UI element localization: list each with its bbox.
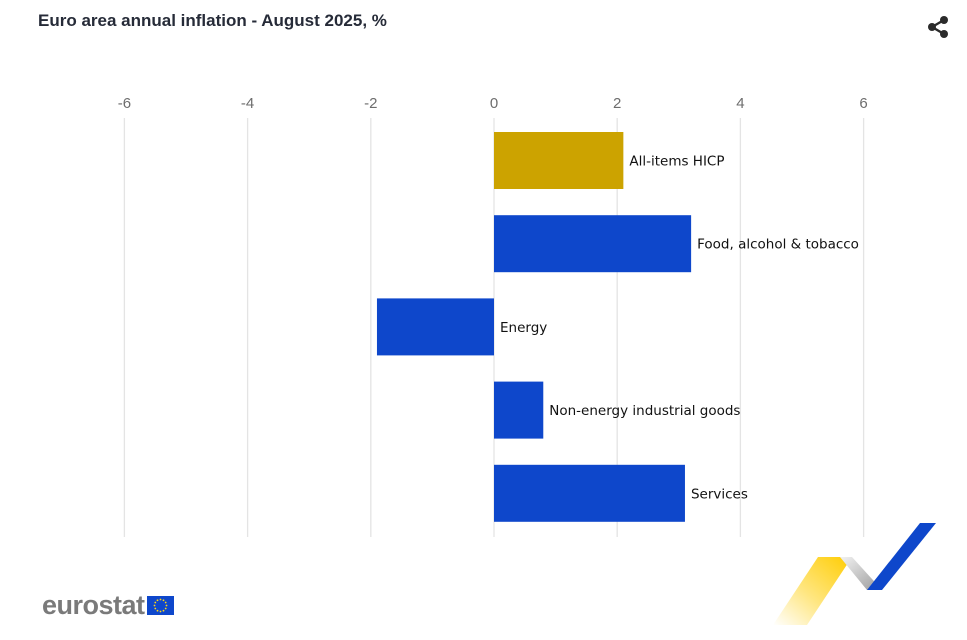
ribbon-decoration [773,523,936,625]
x-tick-label: 4 [736,95,744,112]
eu-flag-icon [146,596,174,615]
bar-label: Energy [500,320,547,336]
bar[interactable] [494,132,624,189]
eurostat-logo: eurostat [42,590,174,621]
x-tick-label: 6 [859,95,867,112]
x-tick-label: -2 [364,95,377,112]
bar-label: Services [691,486,748,502]
eurostat-logo-text: eurostat [42,590,145,620]
x-axis-ticks: -6 -4 -2 0 2 4 6 [118,95,868,112]
share-button[interactable] [923,12,953,42]
bar[interactable] [376,298,494,356]
bar-label: Food, alcohol & tobacco [697,237,859,253]
x-tick-label: 0 [490,95,498,112]
bar[interactable] [494,464,685,522]
x-tick-label: -6 [118,95,131,112]
x-tick-label: 2 [613,95,621,112]
bars [376,132,692,522]
x-tick-label: -4 [241,95,254,112]
bar-labels: All-items HICP Food, alcohol & tobacco Ene… [500,154,859,503]
bar-label: Non-energy industrial goods [549,403,740,419]
bar-label: All-items HICP [629,154,724,170]
bar-chart: -6 -4 -2 0 2 4 6 All-items HICP Food, alcohol &… [118,95,868,537]
bar[interactable] [494,381,544,439]
chart-title: Euro area annual inflation - August 2025… [38,11,387,30]
share-icon [928,16,948,38]
bar[interactable] [494,215,692,273]
